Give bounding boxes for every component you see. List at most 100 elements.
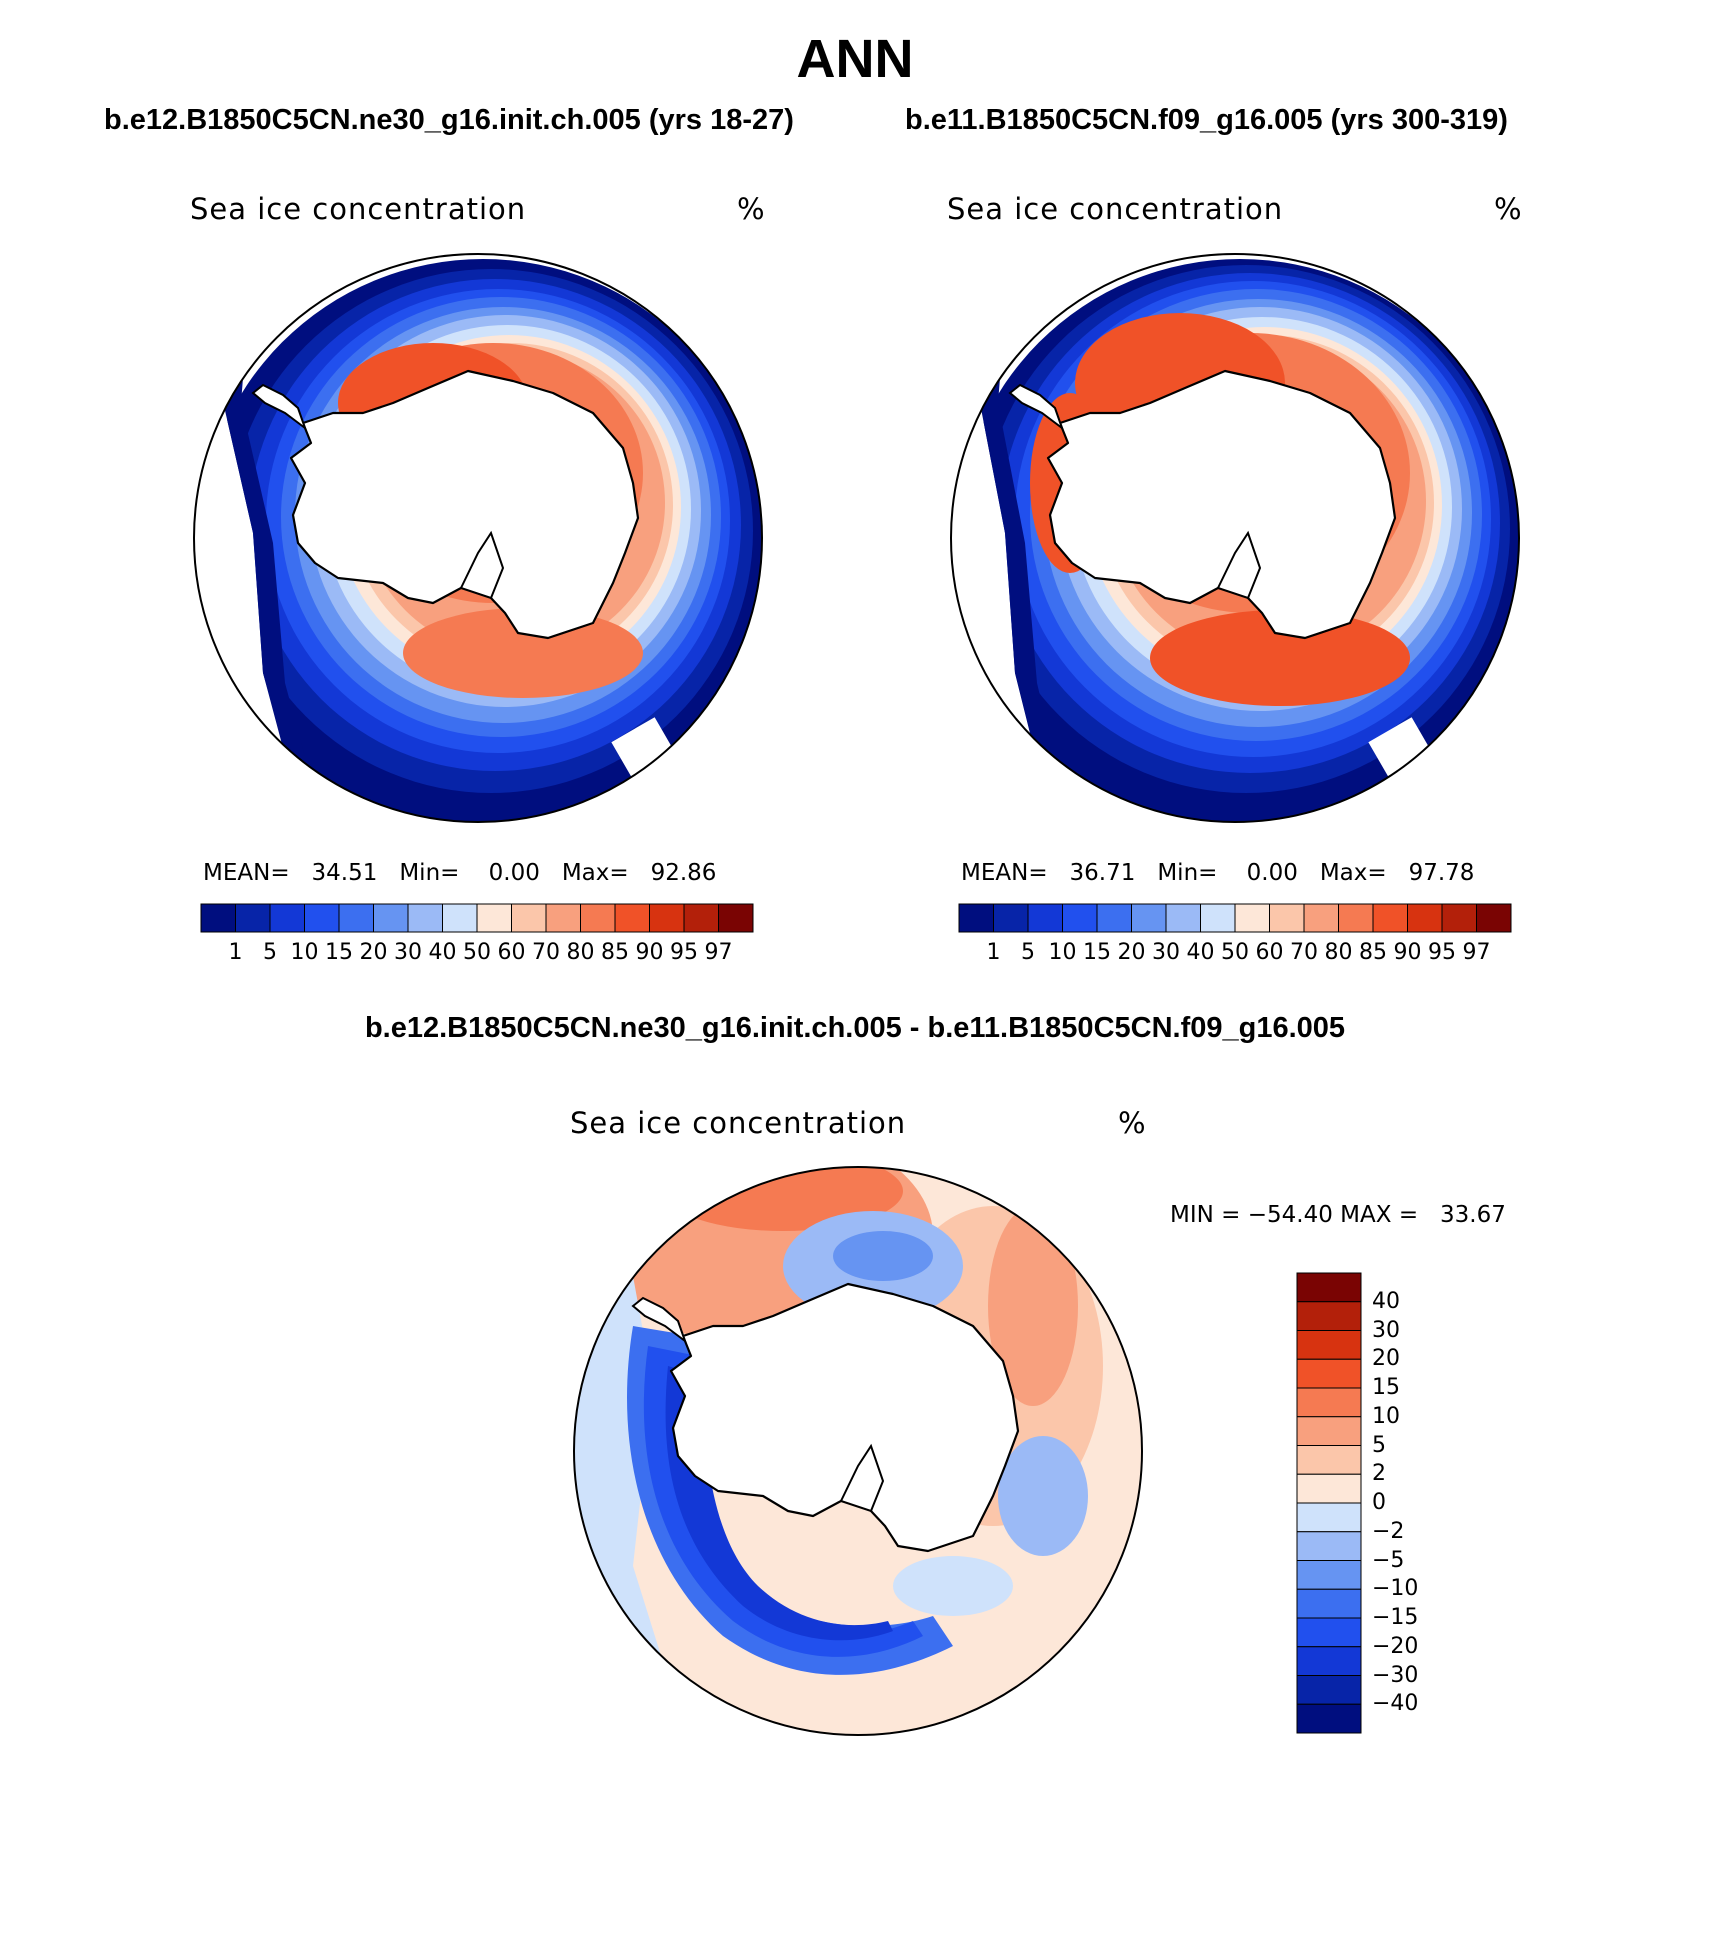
diff-colorbar-swatch — [1296, 1646, 1362, 1676]
panel2-stats: MEAN= 36.71 Min= 0.00 Max= 97.78 — [961, 860, 1474, 886]
panel2-colorbar-swatch — [1476, 903, 1512, 933]
panel2-colorbar-swatch — [993, 903, 1029, 933]
panel2-colorbar-tick-label: 70 — [1290, 940, 1318, 965]
diff-colorbar-swatch — [1296, 1387, 1362, 1418]
diff-colorbar-tick-label: 0 — [1372, 1490, 1386, 1515]
panel1-min-label: Min= — [399, 860, 460, 886]
panel1-colorbar-swatch — [304, 903, 340, 933]
panel1-colorbar-swatch — [407, 903, 443, 933]
panel2-colorbar-tick-label: 30 — [1152, 940, 1180, 965]
panel2-colorbar-tick-label: 95 — [1428, 940, 1456, 965]
panel2-max-label: Max= — [1319, 860, 1387, 886]
panel2-colorbar-tick-label: 50 — [1221, 940, 1249, 965]
panel2-colorbar-swatch — [1096, 903, 1132, 933]
panel1-colorbar-swatch — [683, 903, 719, 933]
panel2-colorbar-tick-label: 40 — [1186, 940, 1215, 965]
panel1-colorbar-tick-label: 85 — [601, 940, 629, 965]
panel2-max-value: 97.78 — [1408, 860, 1475, 886]
panel2-colorbar-swatch — [1131, 903, 1167, 933]
diff-colorbar-swatch — [1296, 1473, 1362, 1504]
panel1-colorbar-labels: 1 5 10 15 20 30 40 50 60 70 80 85 90 95 97 — [201, 940, 753, 970]
panel1-sea-ice-map — [193, 253, 763, 823]
diff-max-value: 33.67 — [1440, 1202, 1506, 1228]
panel2-colorbar-tick-label: 1 — [986, 940, 1001, 965]
panel1-colorbar-tick-label: 90 — [635, 940, 664, 965]
diff-colorbar-tick-label: 30 — [1372, 1317, 1400, 1343]
diff-colorbar-swatch — [1296, 1617, 1362, 1648]
panel2-sea-ice-map — [950, 253, 1520, 823]
panel2-colorbar-tick-label: 15 — [1083, 940, 1111, 965]
panel2-colorbar-swatch — [1269, 903, 1305, 933]
diff-colorbar-swatch — [1296, 1531, 1362, 1561]
panel2-colorbar-tick-label: 10 — [1048, 940, 1077, 965]
diff-colorbar-tick-label: 20 — [1372, 1346, 1400, 1372]
diff-stats: MIN = −54.40 MAX = 33.67 — [1170, 1202, 1506, 1228]
panel1-colorbar-swatch — [269, 903, 305, 933]
panel2-colorbar — [958, 903, 1512, 933]
panel1-colorbar — [200, 903, 754, 933]
diff-colorbar-swatch — [1296, 1416, 1362, 1446]
diff-colorbar-tick-label: 40 — [1372, 1288, 1400, 1314]
panel2-colorbar-swatch — [1372, 903, 1408, 933]
panel1-colorbar-swatch — [649, 903, 685, 933]
diff-colorbar-tick-label: 2 — [1372, 1461, 1386, 1487]
panel2-colorbar-swatch — [1338, 903, 1374, 933]
panel2-colorbar-swatch — [1234, 903, 1270, 933]
panel2-colorbar-tick-label: 85 — [1359, 940, 1387, 965]
panel1-colorbar-swatch — [614, 903, 650, 933]
panel2-colorbar-tick-label: 97 — [1462, 940, 1491, 965]
panel1-units-label: % — [737, 192, 766, 226]
diff-colorbar-tick-label: 5 — [1372, 1432, 1386, 1458]
diff-units-label: % — [1118, 1106, 1147, 1140]
panel2-colorbar-swatch — [1407, 903, 1443, 933]
panel2-units-label: % — [1494, 192, 1523, 226]
panel1-colorbar-tick-label: 70 — [532, 940, 560, 965]
diff-colorbar-swatch — [1296, 1502, 1362, 1533]
diff-max-label: MAX = — [1340, 1202, 1419, 1228]
diff-colorbar-swatch — [1296, 1330, 1362, 1360]
diff-colorbar-swatch — [1296, 1301, 1362, 1331]
panel1-colorbar-swatch — [718, 903, 754, 933]
panel2-colorbar-swatch — [958, 903, 994, 933]
panel1-colorbar-swatch — [580, 903, 616, 933]
diff-min-label: MIN = — [1170, 1202, 1241, 1228]
panel2-colorbar-tick-label: 90 — [1393, 940, 1422, 965]
difference-title: b.e12.B1850C5CN.ne30_g16.init.ch.005 - b… — [364, 1012, 1346, 1044]
diff-variable-label: Sea ice concentration — [570, 1106, 907, 1140]
panel1-colorbar-tick-label: 30 — [394, 940, 422, 965]
panel1-colorbar-swatch — [511, 903, 547, 933]
diff-colorbar-tick-label: −10 — [1372, 1576, 1419, 1602]
panel2-colorbar-tick-label: 5 — [1021, 940, 1035, 965]
panel1-colorbar-tick-label: 15 — [325, 940, 353, 965]
panel2-colorbar-tick-label: 20 — [1117, 940, 1146, 965]
panel2-colorbar-labels: 1 5 10 15 20 30 40 50 60 70 80 85 90 95 97 — [959, 940, 1511, 970]
panel2-colorbar-swatch — [1062, 903, 1098, 933]
panel1-colorbar-tick-label: 1 — [228, 940, 243, 965]
panel1-max-value: 92.86 — [650, 860, 717, 886]
panel1-colorbar-swatch — [373, 903, 409, 933]
panel1-colorbar-tick-label: 50 — [463, 940, 491, 965]
panel2-min-label: Min= — [1157, 860, 1218, 886]
case-title-left: b.e12.B1850C5CN.ne30_g16.init.ch.005 (yr… — [104, 104, 794, 136]
panel2-colorbar-swatch — [1200, 903, 1236, 933]
diff-min-value: −54.40 — [1247, 1202, 1333, 1228]
panel1-colorbar-tick-label: 40 — [428, 940, 457, 965]
panel2-colorbar-tick-label: 60 — [1255, 940, 1284, 965]
panel1-colorbar-tick-label: 60 — [497, 940, 526, 965]
panel2-mean-value: 36.71 — [1069, 860, 1136, 886]
diff-colorbar-swatch — [1296, 1588, 1362, 1619]
panel1-colorbar-swatch — [476, 903, 512, 933]
diff-colorbar-tick-label: −40 — [1372, 1691, 1419, 1717]
diff-colorbar-tick-label: −5 — [1372, 1547, 1405, 1573]
diff-colorbar-swatch — [1296, 1358, 1362, 1389]
panel2-colorbar-swatch — [1027, 903, 1063, 933]
panel1-variable-label: Sea ice concentration — [190, 192, 527, 226]
diff-colorbar-tick-label: −15 — [1372, 1605, 1419, 1630]
panel1-colorbar-swatch — [338, 903, 374, 933]
diff-colorbar-tick-label: 10 — [1372, 1403, 1400, 1429]
diff-colorbar-swatch — [1296, 1703, 1362, 1734]
panel2-colorbar-swatch — [1303, 903, 1339, 933]
panel1-colorbar-tick-label: 97 — [704, 940, 733, 965]
diff-colorbar-tick-label: 15 — [1372, 1375, 1400, 1400]
case-title-right: b.e11.B1850C5CN.f09_g16.005 (yrs 300-319… — [905, 104, 1508, 136]
